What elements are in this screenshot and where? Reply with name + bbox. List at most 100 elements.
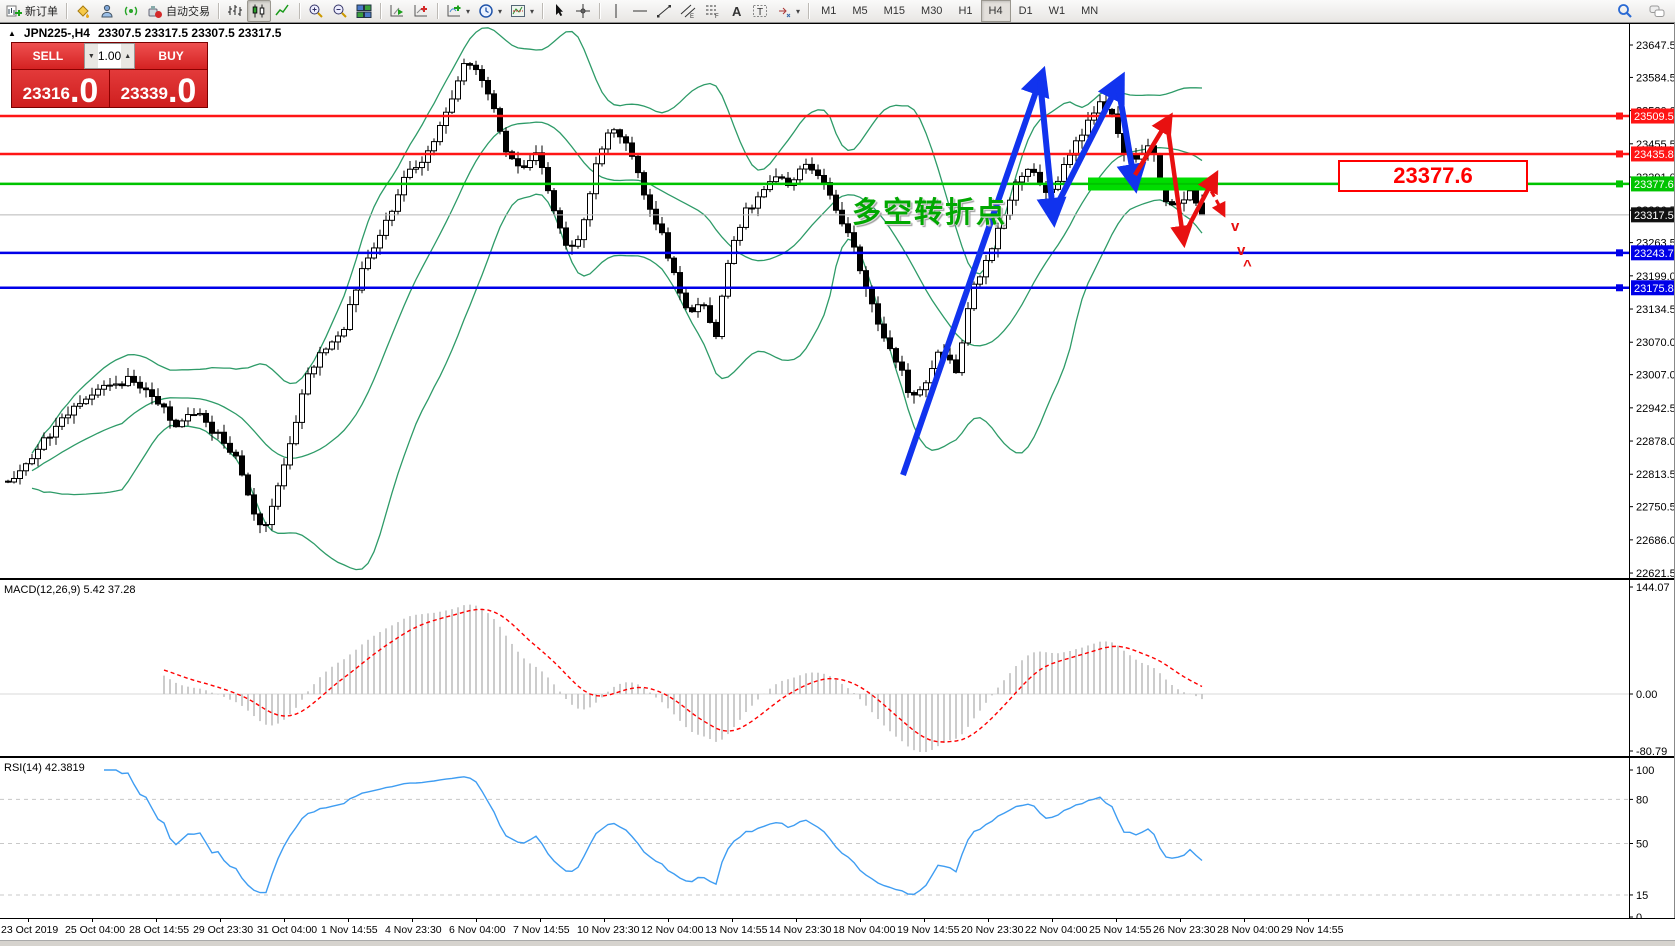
zoom-out-icon bbox=[332, 3, 348, 19]
price-callout-box[interactable]: 23377.6 bbox=[1338, 160, 1528, 192]
buy-price-frac: .0 bbox=[167, 71, 197, 110]
styler-button[interactable] bbox=[71, 0, 95, 22]
price-tag-23175.8 bbox=[1631, 280, 1675, 296]
strategy-tester-icon bbox=[389, 3, 405, 19]
zoom-in-button[interactable] bbox=[304, 0, 328, 22]
timeframe-m5-button[interactable]: M5 bbox=[852, 5, 868, 17]
vertical-line-icon bbox=[608, 3, 624, 19]
blue-trend-arrow[interactable] bbox=[1036, 79, 1067, 228]
time-label: 7 Nov 14:55 bbox=[513, 924, 570, 936]
vertical-line-button[interactable] bbox=[604, 0, 628, 22]
volume-increase-button[interactable]: ▲ bbox=[121, 44, 135, 68]
time-label: 26 Nov 23:30 bbox=[1153, 924, 1216, 936]
new-order-icon bbox=[6, 3, 22, 19]
timeframe-w1-button[interactable]: W1 bbox=[1048, 5, 1066, 17]
zoom-out-button[interactable] bbox=[328, 0, 352, 22]
line-anchor-marker bbox=[1616, 249, 1623, 257]
red-chevron-mark: ^ bbox=[1243, 257, 1252, 274]
timeframe-m15-button[interactable]: M15 bbox=[883, 5, 906, 17]
new-chart-button[interactable] bbox=[409, 0, 433, 22]
search-button[interactable] bbox=[1613, 0, 1637, 22]
cursor-button[interactable] bbox=[547, 0, 571, 22]
chart-annotation-text[interactable]: 多空转折点 bbox=[852, 197, 1008, 229]
volume-decrease-button[interactable]: ▼ bbox=[84, 44, 98, 68]
chart-bars-icon bbox=[227, 3, 243, 19]
crosshair-button[interactable] bbox=[571, 0, 595, 22]
price-tick-label: 22750.5 bbox=[1636, 502, 1675, 514]
blue-trend-arrow[interactable] bbox=[1115, 84, 1147, 194]
indicators-button[interactable]: ▾ bbox=[442, 0, 474, 22]
autotrade-button[interactable]: 自动交易 bbox=[143, 0, 214, 22]
text-label-button[interactable]: T bbox=[748, 0, 772, 22]
time-label: 13 Nov 14:55 bbox=[705, 924, 768, 936]
price-tick-label: 23647.5 bbox=[1636, 40, 1675, 52]
window-bottom-edge bbox=[0, 940, 1675, 946]
price-tick-label: 22621.5 bbox=[1636, 568, 1675, 579]
timeframe-m30-button[interactable]: M30 bbox=[921, 5, 943, 17]
price-tick-label: 23199.0 bbox=[1636, 271, 1675, 283]
dropdown-caret-icon[interactable]: ▾ bbox=[796, 6, 801, 16]
chart-bars-button[interactable] bbox=[223, 0, 247, 22]
fibonacci-button[interactable]: F bbox=[700, 0, 724, 22]
rsi-indicator-panel[interactable]: 100 80 50 15 0 RSI(14) 42.3819 bbox=[0, 757, 1675, 918]
blue-trend-arrow[interactable] bbox=[1050, 71, 1125, 215]
timeframe-h4-button[interactable]: H4 bbox=[980, 0, 1011, 22]
bollinger-band-line bbox=[31, 121, 1203, 472]
price-tag-23509.5 bbox=[1631, 108, 1675, 124]
macd-indicator-panel[interactable]: 144.07 0.00 -80.79 MACD(12,26,9) 5.42 37.28 bbox=[0, 579, 1675, 757]
timeframe-h1-button[interactable]: H1 bbox=[958, 5, 973, 17]
red-dashed-arrow[interactable] bbox=[1204, 182, 1226, 218]
sell-price[interactable]: 23316.0 bbox=[12, 70, 110, 108]
timeframe-mn-button[interactable]: MN bbox=[1081, 5, 1099, 17]
price-tag-23317.5 bbox=[1631, 207, 1675, 223]
timeframe-m1-button[interactable]: M1 bbox=[821, 5, 837, 17]
chart-line-button[interactable] bbox=[271, 0, 295, 22]
dropdown-caret-icon[interactable]: ▾ bbox=[498, 6, 503, 16]
toolbar-separator bbox=[66, 3, 67, 19]
toolbar-separator bbox=[542, 3, 544, 19]
buy-price[interactable]: 23339.0 bbox=[110, 70, 207, 110]
search-icon bbox=[1617, 3, 1633, 19]
collapse-panel-icon[interactable]: ▲ bbox=[8, 28, 16, 38]
red-trend-arrow[interactable] bbox=[1133, 112, 1173, 177]
templates-button[interactable]: ▾ bbox=[506, 0, 538, 22]
text-button[interactable]: A bbox=[724, 0, 748, 22]
volume-value[interactable]: 1.00 bbox=[97, 49, 122, 63]
profiles-button[interactable] bbox=[95, 0, 119, 22]
rsi-line bbox=[104, 769, 1203, 896]
time-label: 20 Nov 23:30 bbox=[961, 924, 1024, 936]
tile-windows-button[interactable] bbox=[352, 0, 376, 22]
time-tick bbox=[540, 919, 541, 922]
line-anchor-marker bbox=[1616, 284, 1623, 292]
sell-button[interactable]: SELL bbox=[12, 43, 84, 69]
price-tag-23435.8 bbox=[1631, 146, 1675, 162]
channel-button[interactable]: E bbox=[676, 0, 700, 22]
periods-button[interactable]: ▾ bbox=[474, 0, 506, 22]
buy-button[interactable]: BUY bbox=[135, 43, 207, 69]
dropdown-caret-icon[interactable]: ▾ bbox=[466, 6, 471, 16]
strategy-tester-button[interactable] bbox=[385, 0, 409, 22]
time-axis[interactable]: 23 Oct 2019 25 Oct 04:00 28 Oct 14:55 29 Oc… bbox=[0, 918, 1675, 940]
red-trend-arrow[interactable] bbox=[1164, 121, 1193, 249]
horizontal-line-button[interactable] bbox=[628, 0, 652, 22]
blue-trend-arrow[interactable] bbox=[900, 65, 1050, 476]
time-tick bbox=[1244, 919, 1245, 922]
chat-icon bbox=[1649, 3, 1665, 19]
red-trend-arrow[interactable] bbox=[1181, 170, 1219, 239]
chat-button[interactable] bbox=[1645, 0, 1669, 22]
timeframe-d1-button[interactable]: D1 bbox=[1018, 5, 1033, 17]
svg-text:23243.7: 23243.7 bbox=[1634, 248, 1674, 260]
new-order-button[interactable]: 新订单 bbox=[2, 0, 62, 22]
main-price-chart[interactable]: vv^23647.523584.523520.023455.523391.023… bbox=[0, 23, 1675, 579]
trendline-button[interactable] bbox=[652, 0, 676, 22]
time-label: 18 Nov 04:00 bbox=[833, 924, 896, 936]
time-tick bbox=[284, 919, 285, 922]
signals-button[interactable] bbox=[119, 0, 143, 22]
time-tick bbox=[1308, 919, 1309, 922]
text-icon: A bbox=[728, 3, 744, 19]
dropdown-caret-icon[interactable]: ▾ bbox=[530, 6, 535, 16]
price-tag-23377.6 bbox=[1631, 176, 1675, 192]
chart-candles-button[interactable] bbox=[247, 0, 271, 22]
arrows-button[interactable]: ▾ bbox=[772, 0, 804, 22]
